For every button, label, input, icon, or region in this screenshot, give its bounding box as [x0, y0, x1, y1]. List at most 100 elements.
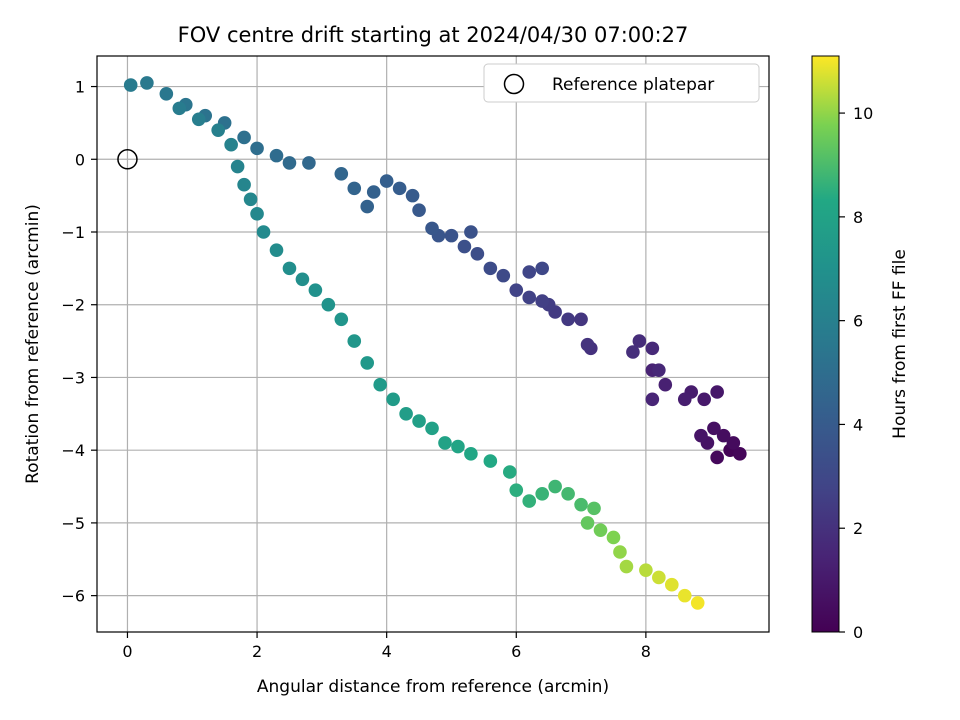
scatter-point	[535, 261, 549, 276]
colorbar-tick-label: 4	[853, 415, 863, 434]
scatter-point	[224, 137, 238, 152]
scatter-point	[535, 294, 549, 308]
scatter-point	[269, 243, 284, 257]
scatter-point	[483, 454, 498, 468]
scatter-point	[574, 497, 588, 512]
scatter-point	[373, 377, 387, 392]
scatter-point	[412, 203, 426, 217]
scatter-point	[652, 363, 666, 377]
reference-platepar-marker	[117, 149, 138, 170]
scatter-point	[502, 465, 517, 479]
x-tick-label: 6	[511, 642, 521, 661]
scatter-point	[710, 450, 724, 465]
y-tick-label: −3	[61, 368, 85, 387]
scatter-point	[412, 414, 426, 428]
scatter-point	[593, 523, 608, 537]
scatter-point	[677, 588, 692, 603]
colorbar-label: Hours from first FF file	[890, 249, 910, 439]
scatter-point	[347, 334, 362, 348]
scatter-point	[347, 181, 362, 196]
scatter-point	[269, 148, 284, 163]
scatter-point	[707, 421, 721, 436]
scatter-point	[716, 428, 731, 443]
scatter-point	[282, 156, 297, 170]
scatter-point	[425, 421, 439, 436]
scatter-point	[250, 141, 264, 156]
colorbar	[811, 55, 840, 633]
colorbar-tick-label: 2	[853, 519, 863, 538]
y-tick-label: −5	[61, 514, 85, 533]
plot-frame	[96, 55, 770, 633]
x-tick-label: 4	[382, 642, 392, 661]
scatter-point	[230, 159, 245, 174]
scatter-point	[580, 337, 595, 352]
scatter-point	[379, 174, 394, 188]
scatter-point	[425, 221, 439, 236]
scatter-point	[237, 130, 251, 145]
reference-marker-group	[117, 149, 138, 170]
scatter-point	[159, 87, 174, 101]
scatter-point	[321, 297, 336, 312]
scatter-point	[308, 283, 323, 297]
scatter-point	[561, 312, 575, 327]
scatter-point	[243, 192, 258, 207]
scatter-point	[652, 570, 666, 585]
scatter-point	[250, 207, 264, 221]
scatter-point	[256, 225, 271, 239]
scatter-point	[710, 385, 724, 399]
x-axis-label: Angular distance from reference (arcmin)	[257, 677, 609, 697]
scatter-point	[405, 188, 420, 203]
scatter-point	[726, 436, 741, 450]
scatter-points	[123, 76, 747, 610]
scatter-point	[580, 516, 595, 530]
scatter-point	[522, 265, 537, 279]
scatter-point	[464, 225, 478, 239]
chart-title: FOV centre drift starting at 2024/04/30 …	[178, 23, 689, 47]
scatter-point	[399, 407, 413, 421]
scatter-point	[561, 487, 575, 501]
scatter-point	[282, 261, 297, 276]
scatter-point	[658, 377, 673, 392]
colorbar-tick-label: 6	[853, 312, 863, 331]
y-tick-label: −4	[61, 441, 85, 460]
legend-box	[483, 63, 760, 103]
scatter-point	[191, 112, 206, 127]
x-axis-ticks: 0 2 4 6 8	[122, 632, 651, 661]
scatter-point	[360, 199, 375, 214]
scatter-point	[123, 78, 138, 92]
scatter-point	[451, 439, 465, 454]
scatter-point	[237, 177, 251, 192]
scatter-point	[690, 596, 705, 610]
scatter-point	[140, 76, 154, 90]
scatter-point	[587, 501, 601, 516]
scatter-point	[509, 483, 524, 497]
scatter-point	[438, 436, 452, 450]
scatter-point	[444, 228, 459, 243]
scatter-point	[535, 487, 549, 501]
scatter-point	[606, 530, 621, 545]
colorbar-tick-label: 10	[853, 104, 873, 123]
scatter-point	[574, 312, 588, 327]
y-tick-label: −2	[61, 296, 85, 315]
scatter-point	[664, 577, 679, 592]
scatter-point	[302, 156, 316, 170]
scatter-point	[509, 283, 524, 297]
scatter-point	[496, 268, 511, 283]
grid-lines	[97, 56, 769, 632]
scatter-point	[464, 447, 478, 461]
x-tick-label: 2	[252, 642, 262, 661]
x-tick-label: 8	[641, 642, 651, 661]
x-tick-label: 0	[122, 642, 132, 661]
y-axis-ticks: 1 0 −1 −2 −3 −4 −5 −6	[61, 78, 97, 606]
scatter-point	[613, 545, 627, 559]
scatter-point	[619, 559, 634, 574]
scatter-point	[626, 345, 640, 359]
legend-entry-reference: Reference platepar	[552, 75, 714, 95]
legend-reference-marker	[503, 73, 525, 95]
scatter-point	[639, 563, 653, 577]
scatter-point	[334, 167, 349, 181]
scatter-point	[295, 272, 310, 287]
scatter-point	[645, 392, 660, 407]
scatter-point	[386, 392, 400, 407]
